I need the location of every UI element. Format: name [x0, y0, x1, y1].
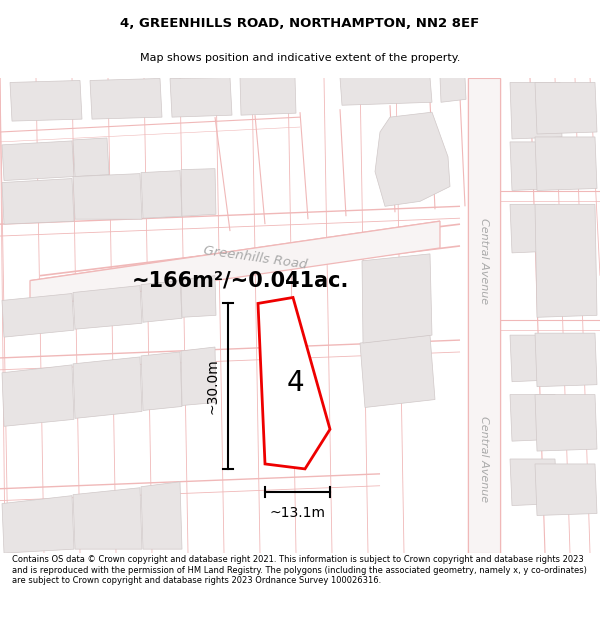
Text: ~166m²/~0.041ac.: ~166m²/~0.041ac.: [131, 271, 349, 291]
Text: 4: 4: [286, 369, 304, 397]
Polygon shape: [2, 179, 74, 224]
Polygon shape: [73, 286, 142, 329]
Text: ~13.1m: ~13.1m: [269, 506, 325, 519]
Polygon shape: [510, 142, 557, 191]
Polygon shape: [2, 141, 74, 181]
Polygon shape: [73, 488, 142, 549]
Polygon shape: [170, 78, 232, 117]
Polygon shape: [510, 204, 557, 253]
Polygon shape: [535, 82, 597, 134]
Polygon shape: [510, 394, 557, 441]
Polygon shape: [362, 254, 432, 343]
Polygon shape: [510, 82, 562, 139]
Polygon shape: [240, 78, 296, 115]
Text: 4, GREENHILLS ROAD, NORTHAMPTON, NN2 8EF: 4, GREENHILLS ROAD, NORTHAMPTON, NN2 8EF: [121, 17, 479, 30]
Polygon shape: [181, 276, 216, 318]
Polygon shape: [360, 335, 435, 408]
Polygon shape: [141, 281, 182, 322]
Polygon shape: [2, 496, 74, 553]
Polygon shape: [2, 294, 74, 337]
Text: Map shows position and indicative extent of the property.: Map shows position and indicative extent…: [140, 52, 460, 62]
Polygon shape: [440, 78, 466, 102]
Polygon shape: [73, 138, 109, 177]
Polygon shape: [73, 357, 142, 418]
Polygon shape: [535, 394, 597, 451]
Polygon shape: [181, 169, 216, 216]
Text: Central Avenue: Central Avenue: [479, 217, 489, 304]
Polygon shape: [340, 78, 432, 105]
Polygon shape: [141, 352, 182, 411]
Text: Contains OS data © Crown copyright and database right 2021. This information is : Contains OS data © Crown copyright and d…: [12, 555, 587, 585]
Polygon shape: [10, 81, 82, 121]
Polygon shape: [141, 482, 182, 549]
Text: Central Avenue: Central Avenue: [479, 416, 489, 502]
Text: ~30.0m: ~30.0m: [206, 358, 220, 414]
Polygon shape: [510, 335, 557, 382]
Polygon shape: [258, 298, 330, 469]
Polygon shape: [535, 333, 597, 387]
Polygon shape: [73, 174, 142, 219]
Polygon shape: [2, 365, 74, 426]
Polygon shape: [141, 171, 182, 218]
Polygon shape: [375, 112, 450, 206]
Polygon shape: [468, 78, 500, 553]
Polygon shape: [181, 347, 216, 406]
Polygon shape: [30, 221, 440, 308]
Polygon shape: [535, 137, 597, 191]
Polygon shape: [510, 459, 557, 506]
Polygon shape: [535, 204, 597, 318]
Polygon shape: [90, 79, 162, 119]
Text: Greenhills Road: Greenhills Road: [202, 244, 308, 271]
Polygon shape: [535, 464, 597, 516]
